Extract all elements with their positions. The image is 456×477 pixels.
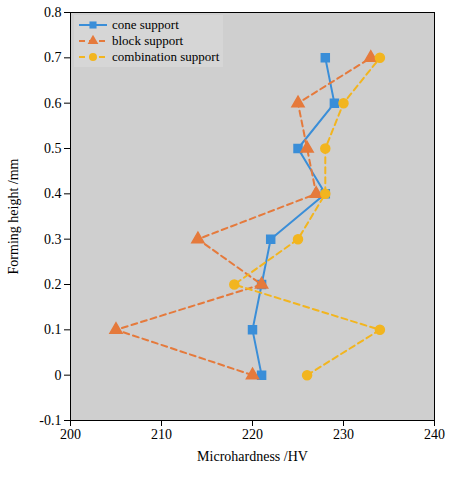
svg-text:Microhardness /HV: Microhardness /HV xyxy=(197,449,308,464)
svg-text:230: 230 xyxy=(333,427,354,442)
html-text:block support: block support xyxy=(112,33,184,48)
html-text:combination support: combination support xyxy=(112,49,220,64)
svg-text:200: 200 xyxy=(60,427,81,442)
svg-text:0.3: 0.3 xyxy=(44,232,62,247)
svg-text:Forming height /mm: Forming height /mm xyxy=(6,158,21,274)
svg-text:0.7: 0.7 xyxy=(44,50,62,65)
svg-text:-0.1: -0.1 xyxy=(39,413,61,428)
svg-text:0.6: 0.6 xyxy=(44,96,62,111)
svg-text:210: 210 xyxy=(151,427,172,442)
svg-text:0.5: 0.5 xyxy=(44,141,62,156)
svg-text:0: 0 xyxy=(55,368,62,383)
html-text:cone support: cone support xyxy=(112,17,179,32)
svg-text:220: 220 xyxy=(242,427,263,442)
svg-text:0.8: 0.8 xyxy=(44,5,62,20)
svg-text:0.1: 0.1 xyxy=(44,322,62,337)
svg-text:0.4: 0.4 xyxy=(44,186,62,201)
svg-text:240: 240 xyxy=(424,427,445,442)
svg-text:0.2: 0.2 xyxy=(44,277,62,292)
